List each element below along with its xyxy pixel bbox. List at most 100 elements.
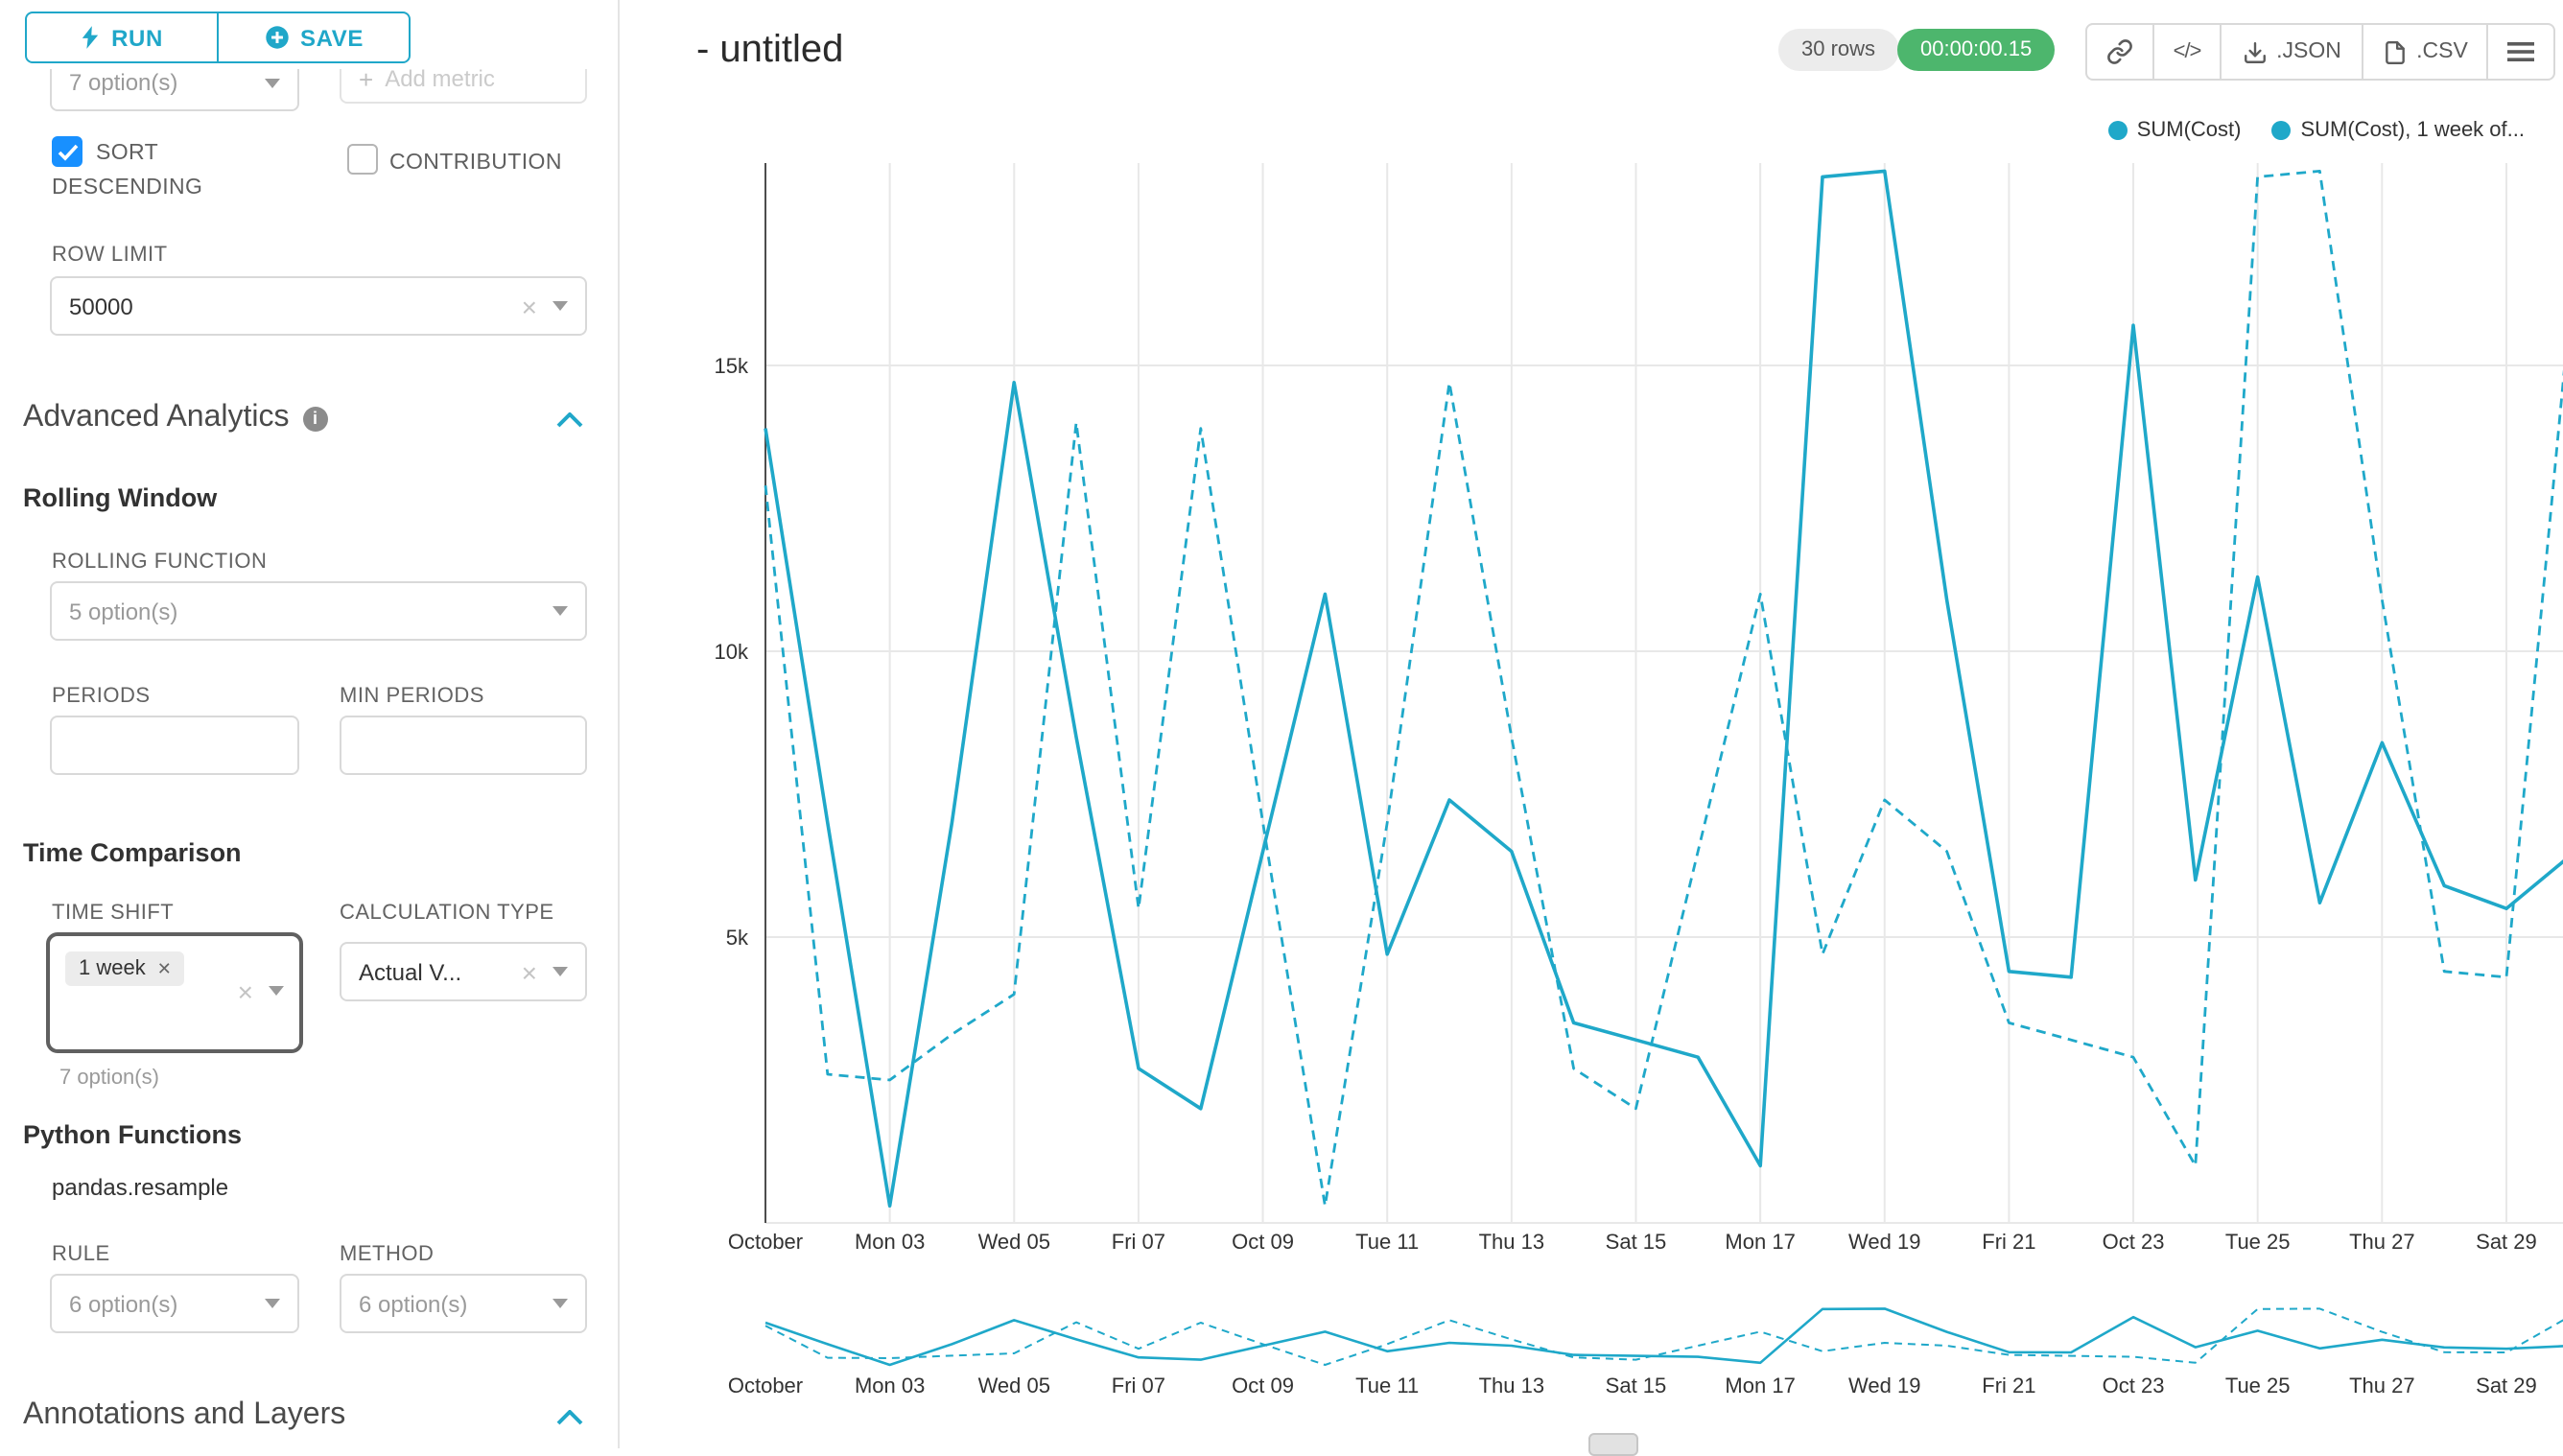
legend-item-sum-cost[interactable]: SUM(Cost) (2107, 119, 2241, 142)
plus-icon: + (359, 64, 374, 93)
query-timer-badge: 00:00:00.15 (1897, 29, 2056, 71)
chevron-down-icon (553, 1299, 568, 1308)
chevron-down-icon (553, 301, 568, 311)
x-axis-tick-label: Mon 17 (1725, 1230, 1795, 1254)
link-icon (2107, 39, 2132, 64)
x-axis-tick-label: Wed 19 (1848, 1230, 1920, 1254)
mini-x-axis-tick-label: Sat 29 (2476, 1374, 2537, 1397)
x-axis-tick-label: Mon 03 (855, 1230, 925, 1254)
metrics-select-value: 7 option(s) (69, 69, 178, 96)
clear-icon[interactable]: × (521, 291, 537, 321)
clear-icon[interactable]: × (237, 976, 253, 1007)
time-shift-helper: 7 option(s) (59, 1067, 159, 1090)
mini-x-axis-tick-label: Oct 23 (2103, 1374, 2165, 1397)
rolling-function-select[interactable]: 5 option(s) (50, 581, 587, 641)
mini-x-axis-tick-label: Tue 11 (1355, 1374, 1419, 1397)
mini-series-line-dashed (764, 1307, 2563, 1366)
rolling-window-title: Rolling Window (23, 483, 218, 512)
time-shift-tag[interactable]: 1 week ✕ (65, 951, 185, 986)
zoom-handle[interactable] (1588, 1433, 1638, 1456)
chart-menu-button[interactable] (2486, 23, 2555, 81)
contribution-checkbox[interactable] (347, 144, 378, 175)
method-select[interactable]: 6 option(s) (340, 1274, 587, 1333)
min-periods-input[interactable] (340, 716, 587, 775)
x-axis-tick-label: Tue 25 (2225, 1230, 2291, 1254)
legend-item-sum-cost-shifted[interactable]: SUM(Cost), 1 week of... (2271, 119, 2525, 142)
run-button-label: RUN (111, 24, 163, 51)
annotations-header[interactable]: Annotations and Layers (23, 1398, 345, 1433)
row-limit-value: 50000 (69, 293, 133, 319)
chevron-down-icon (265, 78, 280, 87)
row-count-badge: 30 rows (1778, 29, 1899, 71)
mini-x-axis-tick-label: Thu 13 (1479, 1374, 1545, 1397)
mini-x-axis-tick-label: Wed 19 (1848, 1374, 1920, 1397)
chevron-up-icon[interactable] (556, 412, 583, 428)
rule-value: 6 option(s) (69, 1290, 178, 1317)
sort-descending-label: SORT DESCENDING (52, 142, 203, 200)
y-axis-tick-label: 15k (715, 354, 749, 378)
series-line-solid (764, 169, 2563, 1208)
mini-series-line-solid (764, 1307, 2563, 1367)
save-button-label: SAVE (300, 24, 364, 51)
rolling-function-value: 5 option(s) (69, 598, 178, 624)
calculation-type-label: CALCULATION TYPE (340, 902, 554, 925)
mini-x-axis-tick-label: Thu 27 (2349, 1374, 2415, 1397)
chart-legend: SUM(Cost) SUM(Cost), 1 week of... (2107, 119, 2525, 142)
mini-x-axis-tick-label: Fri 07 (1112, 1374, 1165, 1397)
remove-tag-icon[interactable]: ✕ (156, 958, 172, 977)
row-limit-label: ROW LIMIT (52, 244, 168, 267)
series-line-dashed (764, 169, 2563, 1208)
clear-icon[interactable]: × (521, 956, 537, 987)
rolling-function-label: ROLLING FUNCTION (52, 551, 268, 574)
export-json-button[interactable]: .JSON (2220, 23, 2363, 81)
contribution-label: CONTRIBUTION (389, 152, 562, 175)
annotations-title: Annotations and Layers (23, 1398, 346, 1431)
mini-x-axis-tick-label: Fri 21 (1982, 1374, 2035, 1397)
x-axis-tick-label: Wed 05 (978, 1230, 1050, 1254)
x-axis-tick-label: Sat 29 (2476, 1230, 2537, 1254)
timeseries-chart[interactable]: 5k 10k 15k October October Mon 03 Mon 03 Wed 05… (620, 0, 2563, 1448)
bolt-icon (82, 26, 99, 49)
periods-label: PERIODS (52, 685, 151, 708)
view-query-button[interactable]: </> (2152, 23, 2222, 81)
sort-descending-checkbox[interactable] (52, 136, 82, 167)
file-icon (2385, 39, 2405, 64)
save-button[interactable]: SAVE (217, 12, 411, 63)
run-save-button-group: RUN SAVE (25, 12, 411, 63)
x-axis-tick-label: Thu 13 (1479, 1230, 1545, 1254)
advanced-analytics-header[interactable]: Advanced Analytics i (23, 401, 328, 435)
export-csv-label: .CSV (2416, 40, 2468, 63)
advanced-analytics-title: Advanced Analytics (23, 401, 290, 434)
mini-x-axis-tick-label: Sat 15 (1606, 1374, 1667, 1397)
chevron-up-icon[interactable] (556, 1410, 583, 1425)
python-functions-title: Python Functions (23, 1120, 242, 1149)
chevron-down-icon (269, 986, 284, 996)
periods-input[interactable] (50, 716, 299, 775)
row-limit-select[interactable]: 50000 × (50, 276, 587, 336)
x-axis-tick-label: October (728, 1230, 803, 1254)
plus-circle-icon (265, 26, 288, 49)
run-button[interactable]: RUN (25, 12, 219, 63)
x-axis-tick-label: Thu 27 (2349, 1230, 2415, 1254)
calculation-type-select[interactable]: Actual V... × (340, 942, 587, 1001)
download-icon (2244, 41, 2266, 62)
time-comparison-title: Time Comparison (23, 838, 242, 867)
min-periods-label: MIN PERIODS (340, 685, 484, 708)
x-axis-tick-label: Tue 11 (1355, 1230, 1419, 1254)
code-icon: </> (2173, 40, 2202, 63)
hamburger-icon (2507, 42, 2534, 61)
time-shift-select[interactable]: 1 week ✕ × (46, 932, 303, 1053)
calculation-type-value: Actual V... (359, 958, 462, 985)
y-axis-tick-label: 5k (726, 926, 749, 950)
x-axis-tick-label: Oct 09 (1232, 1230, 1294, 1254)
method-value: 6 option(s) (359, 1290, 468, 1317)
legend-label: SUM(Cost), 1 week of... (2300, 119, 2525, 142)
rule-select[interactable]: 6 option(s) (50, 1274, 299, 1333)
method-label: METHOD (340, 1243, 435, 1266)
legend-dot (2271, 121, 2292, 140)
chevron-down-icon (553, 606, 568, 616)
query-toolbar: RUN SAVE (0, 0, 618, 69)
chevron-down-icon (553, 967, 568, 976)
time-shift-label: TIME SHIFT (52, 902, 175, 925)
